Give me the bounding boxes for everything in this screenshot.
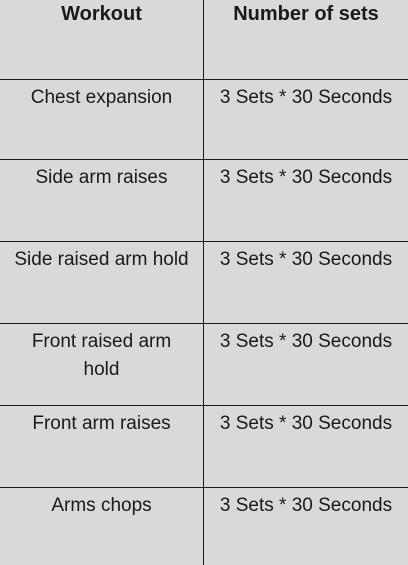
header-number-of-sets: Number of sets [204,0,408,80]
workout-cell: Chest expansion [0,80,204,160]
sets-cell: 3 Sets * 30 Seconds [204,242,408,324]
header-workout: Workout [0,0,204,80]
sets-cell: 3 Sets * 30 Seconds [204,160,408,242]
sets-cell: 3 Sets * 30 Seconds [204,80,408,160]
sets-cell: 3 Sets * 30 Seconds [219,495,393,516]
workout-cell: Arms chops [0,488,204,565]
sets-cell: 3 Sets * 30 Seconds [204,406,408,488]
workout-cell: Side raised arm hold [0,242,204,324]
workout-cell: Front arm raises [0,406,204,488]
workout-cell: Side arm raises [0,160,204,242]
sets-cell: 3 Sets * 30 Seconds [204,324,408,406]
workout-cell: Front raised arm hold [0,324,204,406]
